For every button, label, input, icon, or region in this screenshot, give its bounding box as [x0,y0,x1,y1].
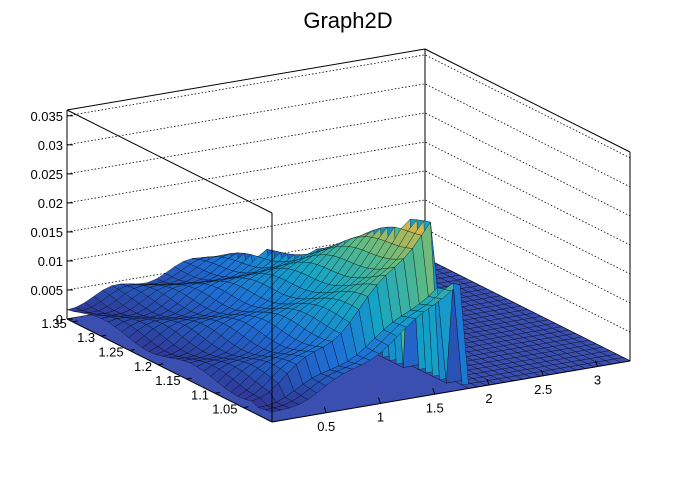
y-tick-mark [129,348,135,351]
z-tick-label: 0.025 [30,167,63,182]
z-tick-label: 0.005 [30,283,63,298]
y-tick-mark [101,334,107,337]
x-tick-label: 0.5 [317,419,335,434]
y-tick-label: 1.2 [134,359,152,374]
z-tick-label: 0.035 [30,109,63,124]
z-tick-label: 0.02 [38,196,63,211]
x-tick-label: 1.5 [426,400,444,415]
x-axis: 0.5 1 1.5 2 2.5 3 [317,360,601,434]
y-tick-label: 1.35 [41,316,66,331]
frame-edge [66,109,273,214]
x-tick-label: 3 [594,373,601,388]
x-tick-mark [378,397,381,404]
x-tick-label: 1 [377,410,384,425]
surface-mesh [66,218,631,422]
y-tick-mark [214,391,221,394]
x-tick-label: 2.5 [534,382,552,397]
z-axis: 0 0.005 0.01 0.015 0.02 0.025 0.03 0.035 [30,109,73,327]
z-tick-label: 0 [56,312,63,327]
y-tick-mark [72,320,78,323]
x-tick-mark [540,369,544,376]
y-tick-label: 1.05 [212,402,237,417]
z-gridline [66,141,631,246]
y-tick-mark [186,377,192,380]
z-tick-label: 0.01 [38,254,63,269]
chart-title: Graph2D [303,8,392,33]
x-tick-mark [594,360,598,367]
y-tick-label: 1.15 [155,373,180,388]
x-tick-mark [486,378,490,386]
y-tick-label: 1.25 [98,344,123,359]
x-tick-mark [432,388,436,395]
y-tick-label: 1.3 [77,330,95,345]
z-tick-label: 0.03 [38,138,63,153]
y-tick-mark [158,363,164,366]
y-axis: 1.051.1 1.151.2 1.251.3 1.35 [41,316,249,417]
x-tick-mark [323,406,327,413]
frame-edge [424,48,631,153]
z-gridline [66,83,631,188]
z-gridline [66,112,631,217]
z-gridline [66,54,631,159]
frame-edge [66,48,426,111]
frame-edge [271,360,631,423]
y-tick-mark [243,406,249,409]
x-tick-label: 2 [485,391,492,406]
y-tick-label: 1.1 [191,387,209,402]
z-tick-label: 0.015 [30,225,63,240]
